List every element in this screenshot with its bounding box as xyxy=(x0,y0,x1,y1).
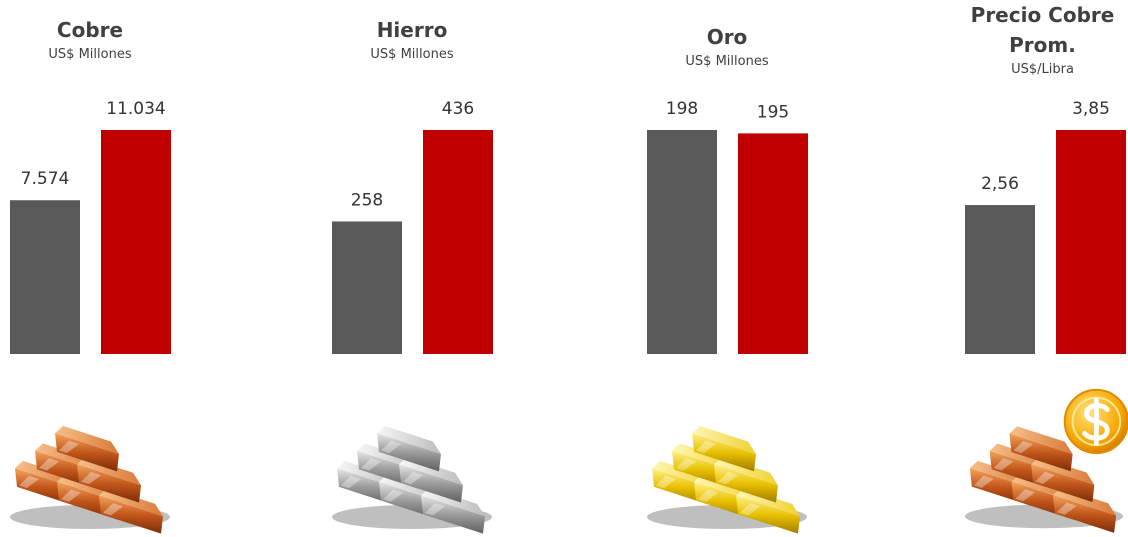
chart-title: Cobre xyxy=(56,18,124,42)
chart-title: Precio Cobre Prom. xyxy=(970,3,1115,57)
gold-icon xyxy=(642,385,812,535)
chart-header: Cobre US$ Millones xyxy=(0,15,180,65)
chart-panel: Hierro US$ Millones 258 436 xyxy=(322,0,493,537)
value-label: 198 xyxy=(666,99,698,119)
value-label: 436 xyxy=(442,99,474,119)
bar xyxy=(738,133,808,354)
bar xyxy=(10,200,80,354)
bar xyxy=(965,205,1035,354)
chart-title: Hierro xyxy=(376,18,448,42)
chart-title: Oro xyxy=(706,25,748,49)
bar xyxy=(423,130,493,354)
bar-area: 7.574 11.034 xyxy=(10,99,171,354)
value-label: 258 xyxy=(351,190,383,210)
bar-area: 258 436 xyxy=(332,99,493,354)
value-label: 2,56 xyxy=(981,174,1019,194)
chart-subtitle: US$ Millones xyxy=(685,54,769,69)
chart-subtitle: US$ Millones xyxy=(370,47,454,62)
bar xyxy=(647,130,717,354)
chart-header: Hierro US$ Millones xyxy=(322,15,502,65)
bar xyxy=(332,221,402,354)
chart-subtitle: US$/Libra xyxy=(1011,62,1074,77)
chart-subtitle: US$ Millones xyxy=(48,47,132,62)
chart-panel: Precio Cobre Prom. US$/Libra 2,56 3,85 xyxy=(955,0,1128,537)
chart-panel: Cobre US$ Millones 7.574 11.034 xyxy=(0,0,171,537)
value-label: 195 xyxy=(757,102,789,122)
chart-header: Precio Cobre Prom. US$/Libra xyxy=(955,0,1128,80)
bar-area: 2,56 3,85 xyxy=(965,99,1126,354)
iron-icon xyxy=(327,385,497,535)
chart-header: Oro US$ Millones xyxy=(637,22,817,72)
value-label: 11.034 xyxy=(106,99,165,119)
copper-price-icon xyxy=(960,388,1128,535)
bar xyxy=(101,130,171,354)
value-label: 7.574 xyxy=(21,169,70,189)
coin xyxy=(1063,388,1128,455)
value-label: 3,85 xyxy=(1072,99,1110,119)
copper-icon xyxy=(5,385,175,535)
bar-area: 198 195 xyxy=(647,99,808,354)
chart-panel: Oro US$ Millones 198 195 xyxy=(637,0,808,537)
bar xyxy=(1056,130,1126,354)
